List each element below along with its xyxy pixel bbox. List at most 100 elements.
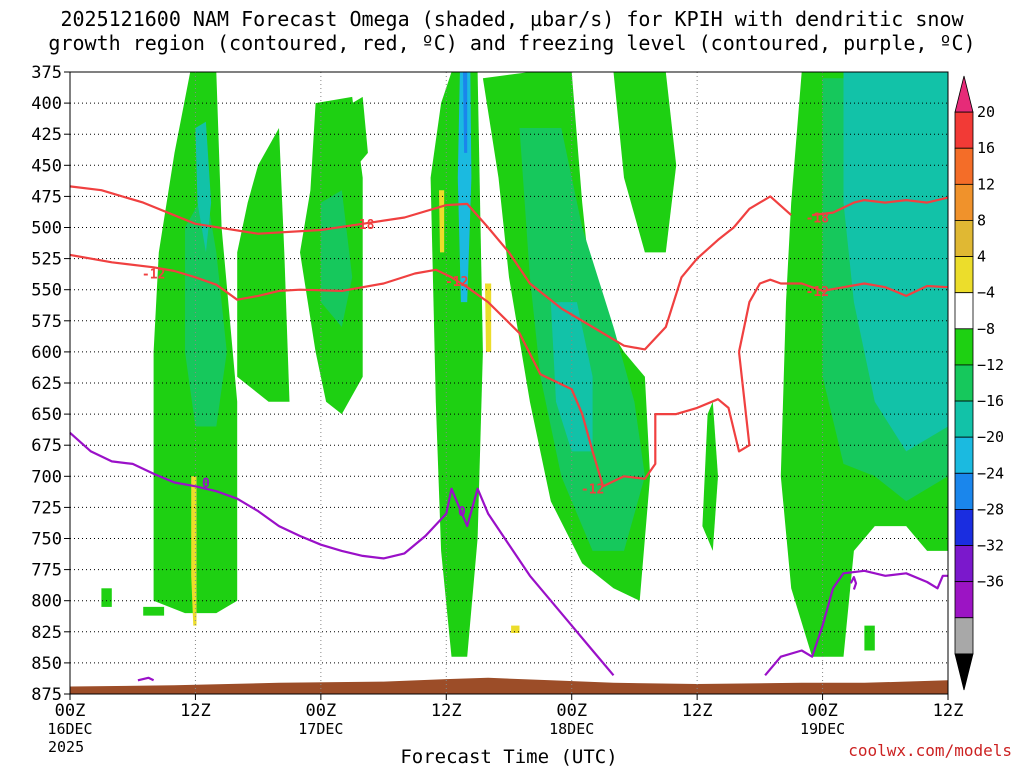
colorbar-swatch-12 bbox=[954, 509, 974, 546]
colorbar-swatch-14 bbox=[954, 581, 974, 619]
colorbar-swatch-1 bbox=[954, 111, 974, 149]
colorbar-swatch-4 bbox=[954, 220, 974, 257]
omega-region-24 bbox=[511, 625, 520, 633]
omega-region-3 bbox=[352, 96, 368, 166]
y-tick-label-725: 725 bbox=[31, 498, 62, 518]
omega-region-12 bbox=[185, 190, 227, 427]
colorbar-label-7: −12 bbox=[977, 356, 1004, 374]
y-tick-label-875: 875 bbox=[31, 685, 62, 705]
y-tick-label-550: 550 bbox=[31, 281, 62, 301]
colorbar-label-5: −4 bbox=[977, 284, 995, 302]
x-tick-label-12: 12Z bbox=[180, 701, 211, 721]
omega-region-13 bbox=[320, 190, 353, 327]
omega-region-19 bbox=[457, 72, 472, 303]
chart-title-line2: growth region (contoured, red, ºC) and f… bbox=[48, 31, 975, 55]
y-tick-label-450: 450 bbox=[31, 156, 62, 176]
x-tick-label-48: 00Z bbox=[556, 701, 587, 721]
omega-region-18 bbox=[843, 72, 948, 452]
x-tick-label-36: 12Z bbox=[431, 701, 462, 721]
terrain-fill bbox=[70, 677, 948, 694]
y-tick-label-625: 625 bbox=[31, 374, 62, 394]
y-tick-label-375: 375 bbox=[31, 63, 62, 83]
x-tick-year-0: 2025 bbox=[48, 738, 84, 756]
y-tick-label-425: 425 bbox=[31, 125, 62, 145]
colorbar-label-9: −20 bbox=[977, 428, 1004, 446]
freezing-contour-label-0-0: 0 bbox=[202, 477, 210, 492]
y-tick-label-575: 575 bbox=[31, 312, 62, 332]
freezing-contour-label-0-1: 0 bbox=[458, 505, 466, 520]
colorbar-label-10: −24 bbox=[977, 464, 1004, 482]
colorbar-label-1: 16 bbox=[977, 139, 995, 157]
x-tick-label-0: 00Z bbox=[55, 701, 86, 721]
colorbar: 20 16 12 8 4 −4 −8 −12 −16 −20 −24 −28 −32 −36 bbox=[954, 75, 1004, 691]
x-tick-date-72: 19DEC bbox=[800, 720, 845, 738]
dgz-contour-label-2-0: -12 bbox=[142, 268, 165, 283]
x-tick-label-84: 12Z bbox=[933, 701, 964, 721]
colorbar-label-2: 12 bbox=[977, 175, 995, 193]
colorbar-label-6: −8 bbox=[977, 320, 995, 338]
omega-region-23 bbox=[485, 283, 492, 352]
freezing-contour-2 bbox=[849, 575, 858, 590]
plot-area: -18 -18 -12 -12 -12 -12 0 0 bbox=[69, 71, 949, 695]
y-tick-label-600: 600 bbox=[31, 343, 62, 363]
y-tick-label-500: 500 bbox=[31, 219, 62, 239]
dgz-contour-label-0-0: -18 bbox=[351, 218, 375, 233]
dgz-contour-0 bbox=[69, 185, 792, 351]
colorbar-label-3: 8 bbox=[977, 211, 986, 229]
omega-region-6 bbox=[613, 72, 677, 253]
dgz-contour-label-2-2: -12 bbox=[581, 483, 604, 498]
colorbar-swatch-5 bbox=[954, 256, 974, 294]
x-tick-label-72: 00Z bbox=[807, 701, 838, 721]
y-tick-label-800: 800 bbox=[31, 592, 62, 612]
y-tick-label-775: 775 bbox=[31, 561, 62, 581]
colorbar-label-13: −36 bbox=[977, 573, 1004, 591]
colorbar-swatch-11 bbox=[954, 472, 974, 510]
freezing-contour-3 bbox=[137, 676, 155, 682]
colorbar-swatch-9 bbox=[954, 400, 974, 438]
x-tick-label-24: 00Z bbox=[305, 701, 336, 721]
x-tick-date-48: 18DEC bbox=[549, 720, 594, 738]
colorbar-label-12: −32 bbox=[977, 537, 1004, 555]
dgz-contour-label-0-1: -18 bbox=[806, 212, 830, 227]
dgz-contour-1 bbox=[811, 196, 949, 217]
colorbar-swatch-3 bbox=[954, 183, 974, 221]
x-tick-date-0: 16DEC bbox=[47, 720, 92, 738]
chart-title-line1: 2025121600 NAM Forecast Omega (shaded, µ… bbox=[60, 7, 964, 31]
omega-region-9 bbox=[143, 606, 165, 616]
y-tick-label-475: 475 bbox=[31, 187, 62, 207]
x-tick-date-24: 17DEC bbox=[298, 720, 343, 738]
colorbar-swatch-10 bbox=[954, 436, 974, 474]
y-tick-label-400: 400 bbox=[31, 94, 62, 114]
colorbar-label-0: 20 bbox=[977, 103, 995, 121]
x-axis-title: Forecast Time (UTC) bbox=[400, 746, 617, 768]
colorbar-swatch-7 bbox=[954, 328, 974, 366]
y-tick-label-675: 675 bbox=[31, 436, 62, 456]
freezing-contour-1 bbox=[764, 569, 948, 677]
colorbar-label-8: −16 bbox=[977, 392, 1004, 410]
colorbar-swatch-13 bbox=[954, 545, 974, 583]
colorbar-swatch-8 bbox=[954, 364, 974, 402]
x-tick-label-60: 12Z bbox=[682, 701, 713, 721]
y-tick-label-825: 825 bbox=[31, 623, 62, 643]
omega-region-11 bbox=[864, 625, 875, 651]
omega-region-8 bbox=[101, 588, 112, 607]
freezing-contour-0 bbox=[69, 431, 615, 677]
dgz-contour-label-2-1: -12 bbox=[445, 275, 468, 290]
terrain-layer bbox=[70, 677, 948, 694]
y-tick-label-750: 750 bbox=[31, 530, 62, 550]
colorbar-cap-bottom bbox=[954, 653, 974, 691]
dgz-contour-2 bbox=[69, 253, 949, 488]
colorbar-swatch-2 bbox=[954, 147, 974, 185]
colorbar-swatch-15 bbox=[954, 617, 974, 655]
colorbar-label-11: −28 bbox=[977, 500, 1004, 518]
colorbar-swatch-6 bbox=[954, 292, 974, 330]
watermark: coolwx.com/models bbox=[848, 741, 1012, 760]
colorbar-cap-top bbox=[954, 75, 974, 113]
y-tick-label-850: 850 bbox=[31, 654, 62, 674]
y-axis: 375 400 425 450 475 500 525 550 575 600 625 650 675 7… bbox=[31, 63, 70, 705]
y-tick-label-525: 525 bbox=[31, 250, 62, 270]
dgz-contour-label-2-3: -12 bbox=[806, 285, 829, 300]
omega-region-20 bbox=[463, 72, 468, 153]
